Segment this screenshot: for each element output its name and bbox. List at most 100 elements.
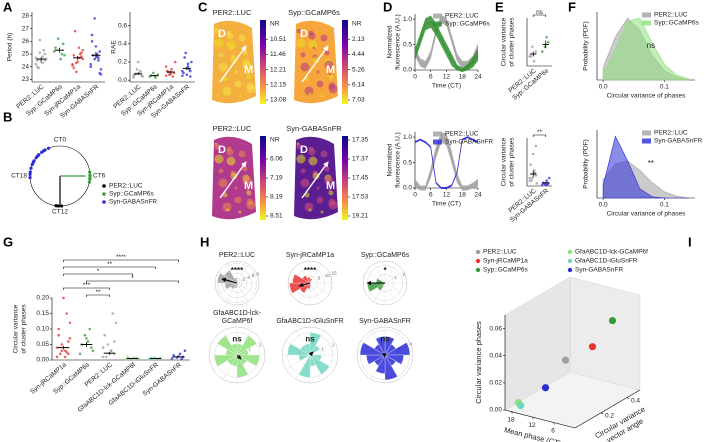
data-point [80,51,83,55]
data-point [137,357,141,361]
y-tick-label: 28 [22,13,30,20]
rose-ring-label: 1 [249,346,252,351]
image-texture [238,34,246,42]
data-point [65,350,69,354]
data-point [540,50,544,53]
image-texture [324,60,334,70]
z-axis-label: Circular variance phases [474,321,483,404]
rose-title: GfaABC1D-lck- [213,310,262,317]
legend-label: Syp::GCaMP6s [109,191,155,198]
rose-spoke [309,282,330,295]
y-tick-label: 0.0 [403,67,412,74]
image-texture [214,28,220,34]
image-texture [238,150,246,158]
significance-bracket [63,287,110,290]
legend-label: PER2::LUC [654,130,688,137]
x-tick-label: 24 [474,192,482,199]
data-point [97,59,100,62]
data-point [530,179,533,182]
y-axis-label: fluorescence (A.U.) [395,14,402,70]
y-tick-label: 23 [22,76,30,83]
data-point [181,69,184,73]
legend-label: PER2::LUC [109,183,143,190]
colorbar-label: 8.51 [270,213,283,220]
significance-label: * [97,268,100,275]
data-point [99,67,103,71]
rose-ring-label: 1 [394,275,397,280]
image-texture [214,144,220,150]
legend-label: GfaABC1D-iGluSnFR [575,258,638,265]
colorbar-label: 6.06 [270,156,283,163]
data-point [90,33,94,37]
image-texture [320,210,324,214]
data-point [73,29,77,33]
data-point [171,75,175,78]
image-texture [242,60,252,70]
data-point [190,60,193,64]
image-texture [316,186,320,190]
phase-point [88,177,92,181]
x-tick-label: 12 [443,74,451,81]
rose-title: GCaMP6f [222,318,253,325]
rose-wedge [236,335,257,356]
colorbar-label: 17.45 [352,175,369,182]
image-texture [246,190,252,196]
data-point [181,74,184,77]
significance-label: ** [95,289,101,296]
rose-wedge [304,343,311,356]
y-tick-label: 1.0 [403,16,412,23]
rose-title: GfaABC1D-iGluSnFR [276,318,343,325]
data-point [81,48,85,52]
image-texture [246,74,252,80]
image-title: PER2::LUC [213,8,252,17]
x-tick-label: 0.1 [660,202,669,209]
rose-ring-label: 6 [252,273,255,278]
colorbar-label: 8.19 [270,194,283,201]
legend-marker [475,249,481,255]
data-point [183,349,187,353]
legend-label: Syp::GCaMP6s [445,21,491,28]
rose-vector [221,277,238,284]
image-texture [316,196,324,204]
colorbar-label: NR [270,21,280,28]
phase-point [28,172,32,177]
image-texture [214,38,224,48]
data-point [44,57,48,61]
image-texture [308,92,312,96]
legend-label: Syn-jRCaMP1a [483,258,528,265]
data-point [170,67,174,71]
phase-point [88,173,92,177]
rose-wedge [306,276,311,284]
colorbar-label: 10.51 [270,36,287,43]
data-point [104,355,108,359]
data-point [34,56,38,60]
rose-wedge [309,354,330,375]
data-point [154,76,157,79]
y-axis-label: Circular variance [13,304,20,353]
image-texture [300,62,310,72]
data-point [184,51,188,55]
image-texture [296,38,306,48]
image-label: D [300,144,308,156]
data-point [541,384,550,392]
data-point [68,321,72,325]
data-point [113,340,116,343]
data-point [106,343,110,346]
data-point [88,327,92,331]
significance-label: ns [305,335,315,344]
rose-wedge [309,332,322,356]
colorbar-label: 17.53 [352,194,369,201]
data-point [188,75,192,78]
image-texture [234,70,238,74]
image-texture [324,50,330,56]
y-tick-label: 1.0 [403,134,412,141]
data-point [68,337,72,340]
rose-vector [298,282,311,288]
rose-wedge [375,354,386,374]
y-axis-label: Probability (PDF) [583,139,590,188]
colorbar [342,136,348,220]
image-label: M [326,64,335,76]
image-texture [320,34,328,42]
x-tick-label: 18 [459,74,467,81]
